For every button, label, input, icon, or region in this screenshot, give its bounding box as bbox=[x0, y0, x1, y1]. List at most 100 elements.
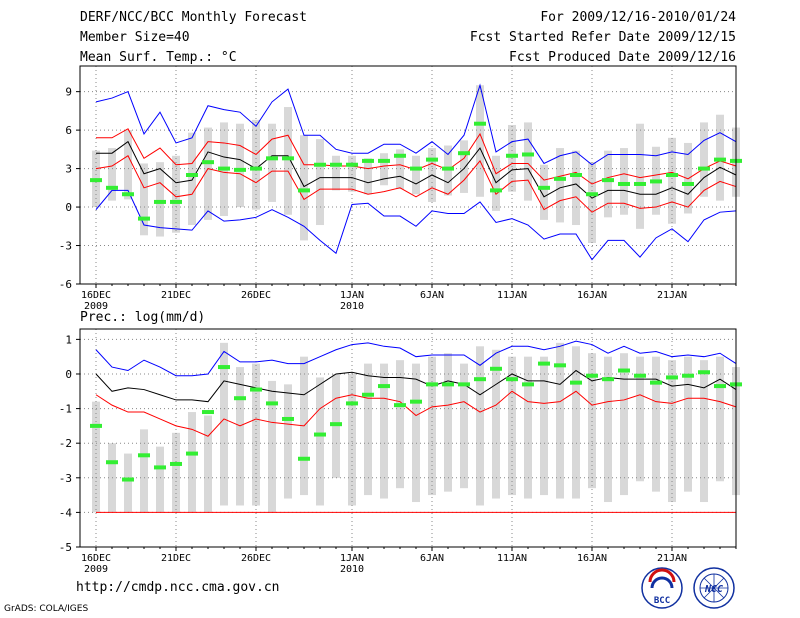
median-mark bbox=[554, 176, 566, 181]
spread-bar bbox=[220, 342, 228, 506]
median-mark bbox=[218, 166, 230, 171]
median-mark bbox=[346, 401, 358, 406]
x-year-label: 2010 bbox=[340, 301, 364, 312]
median-mark bbox=[634, 373, 646, 378]
x-tick-label: 21DEC bbox=[161, 290, 191, 301]
spread-bar bbox=[364, 158, 372, 195]
median-mark bbox=[314, 162, 326, 167]
x-tick-label: 26DEC bbox=[241, 290, 271, 301]
median-mark bbox=[570, 380, 582, 385]
x-tick-label: 21DEC bbox=[161, 553, 191, 564]
x-tick-label: 16JAN bbox=[577, 553, 607, 564]
median-mark bbox=[250, 166, 262, 171]
x-tick-label: 6JAN bbox=[420, 553, 444, 564]
median-mark bbox=[266, 156, 278, 161]
median-mark bbox=[618, 368, 630, 373]
median-mark bbox=[330, 162, 342, 167]
bcc-logo: BCC bbox=[641, 567, 683, 609]
plot-frame bbox=[79, 65, 737, 285]
median-mark bbox=[714, 157, 726, 162]
median-mark bbox=[618, 181, 630, 186]
spread-bar bbox=[124, 453, 132, 513]
y-tick-label: -3 bbox=[59, 472, 72, 485]
footer-url[interactable]: http://cmdp.ncc.cma.gov.cn bbox=[76, 580, 280, 595]
spread-bar bbox=[684, 142, 692, 214]
median-mark bbox=[522, 152, 534, 157]
median-mark bbox=[714, 384, 726, 389]
spread-bar bbox=[284, 384, 292, 499]
x-year-label: 2009 bbox=[84, 301, 108, 312]
spread-bar bbox=[668, 137, 676, 224]
median-mark bbox=[394, 403, 406, 408]
spread-bar bbox=[412, 363, 420, 503]
median-mark bbox=[234, 396, 246, 401]
spread-bar bbox=[476, 85, 484, 197]
median-mark bbox=[90, 423, 102, 428]
spread-bar bbox=[524, 356, 532, 499]
median-mark bbox=[154, 465, 166, 470]
spread-bar bbox=[156, 446, 164, 513]
median-mark bbox=[426, 157, 438, 162]
median-mark bbox=[554, 363, 566, 368]
median-mark bbox=[442, 382, 454, 387]
median-mark bbox=[650, 380, 662, 385]
x-year-label: 2009 bbox=[84, 564, 108, 575]
median-mark bbox=[570, 173, 582, 177]
spread-bar bbox=[236, 367, 244, 506]
median-mark bbox=[170, 199, 182, 204]
median-mark bbox=[266, 401, 278, 406]
spread-bar bbox=[588, 353, 596, 489]
y-tick-label: -5 bbox=[59, 541, 72, 554]
ncc-logo-text: NCC bbox=[704, 584, 723, 595]
spread-bar bbox=[188, 132, 196, 226]
spread-bar bbox=[140, 429, 148, 513]
spread-bar bbox=[268, 380, 276, 513]
spread-bar bbox=[332, 155, 340, 191]
spread-bar bbox=[700, 122, 708, 197]
spread-bar bbox=[604, 150, 612, 218]
spread-bar bbox=[540, 356, 548, 496]
median-mark bbox=[698, 166, 710, 171]
spread-bar bbox=[556, 342, 564, 499]
spread-bar bbox=[636, 123, 644, 229]
spread-bar bbox=[316, 139, 324, 226]
median-mark bbox=[490, 188, 502, 193]
median-mark bbox=[410, 399, 422, 404]
spread-bar bbox=[492, 349, 500, 499]
median-mark bbox=[122, 192, 134, 197]
series-max-line bbox=[95, 83, 737, 166]
spread-bar bbox=[524, 122, 532, 201]
median-mark bbox=[378, 158, 390, 163]
spread-bar bbox=[364, 363, 372, 496]
median-mark bbox=[346, 162, 358, 167]
median-mark bbox=[250, 387, 262, 392]
spread-bar bbox=[140, 163, 148, 236]
median-mark bbox=[90, 178, 102, 183]
spread-bar bbox=[444, 353, 452, 492]
spread-bar bbox=[268, 123, 276, 202]
x-tick-label: 6JAN bbox=[420, 290, 444, 301]
member-size-line: Member Size=40 bbox=[80, 30, 190, 45]
median-mark bbox=[426, 382, 438, 387]
median-mark bbox=[474, 121, 486, 126]
ncc-logo: NCC bbox=[693, 567, 735, 609]
spread-bar bbox=[300, 135, 308, 241]
spread-bar bbox=[716, 356, 724, 482]
median-mark bbox=[458, 382, 470, 387]
logos: BCC NCC bbox=[640, 566, 740, 614]
y-tick-label: 9 bbox=[65, 86, 72, 99]
median-mark bbox=[154, 199, 166, 204]
spread-bar bbox=[620, 353, 628, 496]
spread-bar bbox=[556, 148, 564, 223]
median-mark bbox=[506, 153, 518, 158]
median-mark bbox=[522, 382, 534, 387]
median-mark bbox=[282, 156, 294, 161]
started-date-line: Fcst Started Refer Date 2009/12/15 bbox=[469, 30, 736, 45]
median-mark bbox=[202, 160, 214, 165]
y-tick-label: 1 bbox=[65, 333, 72, 346]
spread-bar bbox=[108, 148, 116, 201]
spread-bar bbox=[636, 356, 644, 482]
x-tick-label: 11JAN bbox=[497, 553, 527, 564]
spread-bar bbox=[460, 140, 468, 193]
